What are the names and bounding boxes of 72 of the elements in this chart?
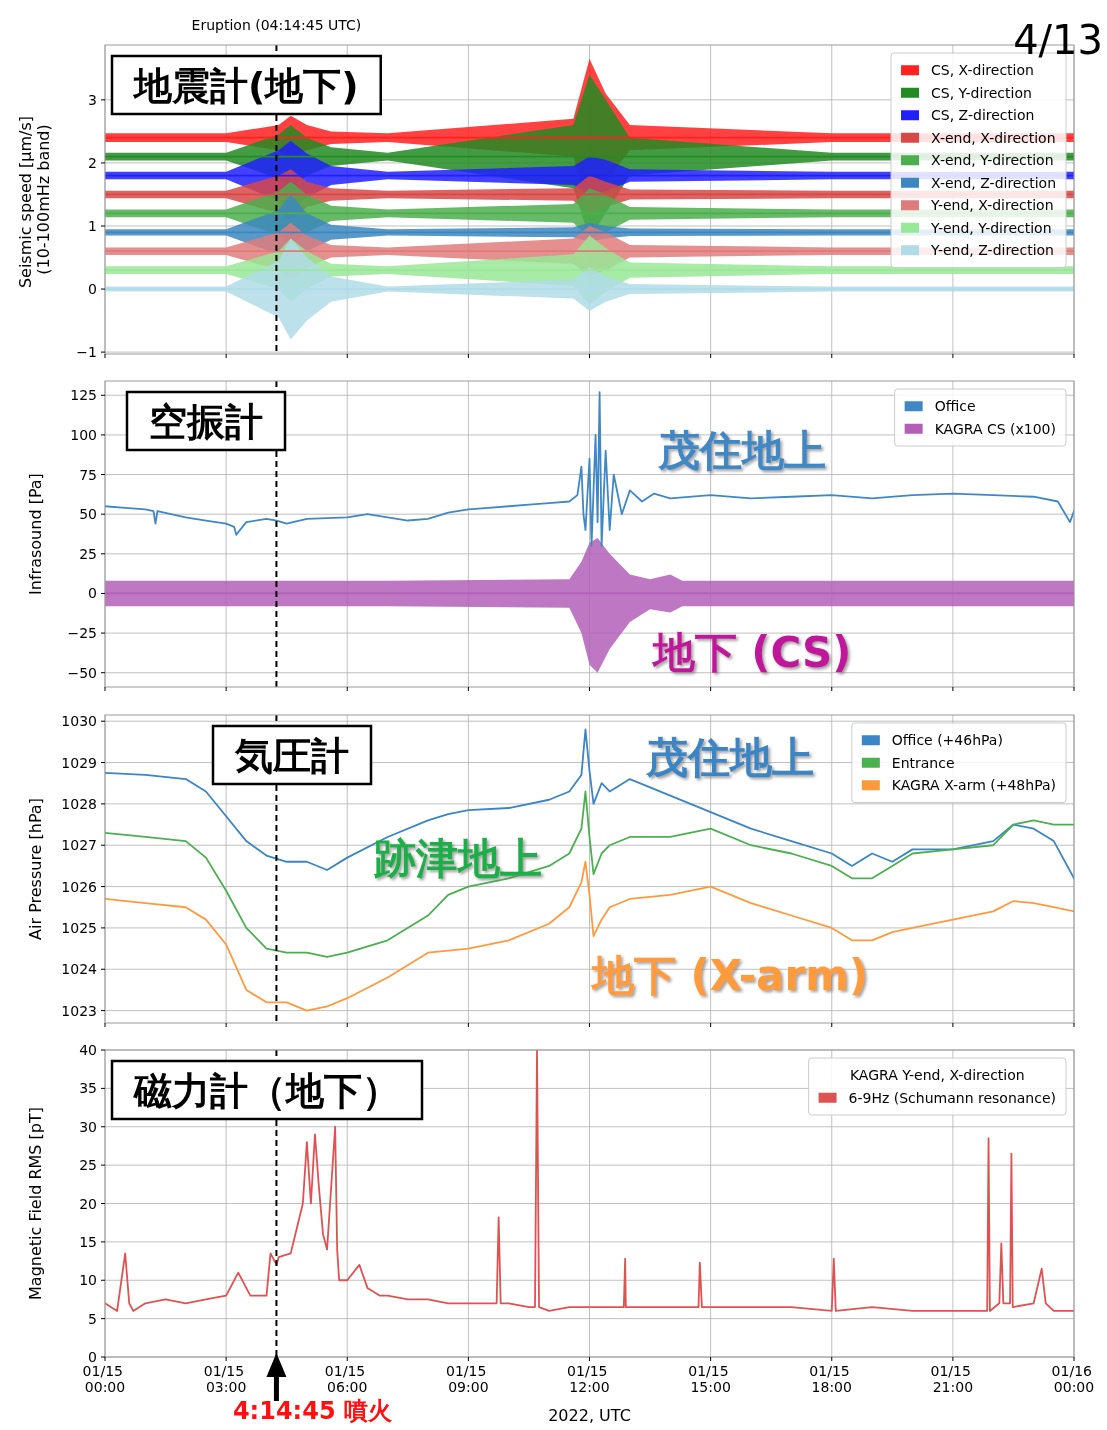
legend-label: Office (934, 398, 976, 415)
legend-label: Office (+46hPa) (891, 732, 1003, 749)
y-tick-label: −50 (67, 664, 97, 681)
legend-label: Y-end, X-direction (930, 197, 1054, 214)
x-tick-label: 01/15 21:00 (930, 1363, 976, 1396)
y-tick-label: 125 (70, 387, 97, 404)
y-tick-label: 0 (88, 281, 97, 298)
y-tick-label: 0 (88, 585, 97, 602)
legend-label: KAGRA X-arm (+48hPa) (891, 777, 1056, 794)
annotation: 地下 (CS) (650, 628, 852, 678)
y-tick-label: 0 (88, 1349, 97, 1365)
legend-label: Entrance (891, 754, 955, 771)
x-tick-label: 01/15 03:00 (203, 1363, 249, 1396)
annotation: 茂住地上 (645, 733, 814, 783)
legend-label: X-end, X-direction (931, 129, 1056, 146)
y-tick-label: 25 (79, 1157, 97, 1174)
x-tick-label: 01/15 00:00 (82, 1363, 128, 1396)
y-tick-label: 1 (88, 217, 97, 234)
y-tick-label: 10 (79, 1272, 97, 1289)
ref-line-label: Eruption (04:14:45 UTC) (191, 17, 362, 33)
text: 空振計 (149, 400, 263, 444)
y-tick-label: 25 (79, 545, 97, 562)
annotation: 茂住地上 (657, 426, 826, 476)
y-tick-label: 2 (88, 154, 97, 171)
y-tick-label: 40 (79, 1042, 97, 1058)
y-tick-label: 1030 (61, 713, 97, 730)
annotation: 4/13 (1013, 17, 1103, 64)
y-tick-label: 5 (88, 1310, 97, 1327)
x-tick-label: 01/15 15:00 (688, 1363, 734, 1396)
y-axis-title: Air Pressure [hPa] (26, 798, 45, 940)
x-tick-label: 01/15 18:00 (809, 1363, 855, 1396)
y-tick-label: 1025 (61, 919, 97, 936)
y-axis-title: Magnetic Field RMS [pT] (26, 1107, 45, 1300)
legend-label: CS, Z-direction (931, 107, 1035, 124)
legend-label: KAGRA CS (x100) (934, 420, 1056, 437)
legend-label: X-end, Z-direction (931, 174, 1056, 191)
x-axis-title: 2022, UTC (548, 1406, 631, 1425)
y-axis-title: Infrasound [Pa] (26, 473, 45, 595)
y-axis-title: Seismic speed [μm/s] (10-100mHz band) (16, 110, 54, 289)
y-tick-label: 35 (79, 1080, 97, 1097)
y-tick-label: 1027 (61, 837, 97, 854)
legend-label: Y-end, Z-direction (930, 242, 1054, 259)
x-tick-label: 01/15 06:00 (324, 1363, 370, 1396)
y-tick-label: 100 (70, 426, 97, 443)
y-tick-label: 1024 (61, 961, 98, 978)
x-tick-label: 01/15 09:00 (445, 1363, 491, 1396)
x-tick-label: 01/16 00:00 (1051, 1363, 1097, 1396)
legend-label: X-end, Y-direction (931, 152, 1054, 169)
text: 気圧計 (234, 734, 349, 778)
legend-label: Y-end, Y-direction (930, 219, 1052, 236)
annotation: 4:14:45 噴火 (232, 1397, 393, 1425)
y-tick-label: 15 (79, 1233, 97, 1250)
annotation: 地下 (X-arm) (589, 951, 869, 1001)
x-tick-label: 01/15 12:00 (567, 1363, 612, 1396)
legend-label: CS, X-direction (931, 62, 1034, 79)
y-tick-label: 1029 (61, 754, 97, 771)
y-tick-label: 1026 (61, 878, 98, 895)
y-tick-label: 1028 (61, 795, 97, 812)
text: 地震計(地下) (132, 64, 359, 108)
text: 磁力計（地下） (132, 1069, 400, 1113)
y-tick-label: 1023 (61, 1002, 97, 1019)
y-tick-label: −25 (67, 625, 97, 642)
y-tick-label: 75 (79, 466, 97, 483)
y-tick-label: 30 (79, 1118, 97, 1135)
y-tick-label: 20 (79, 1195, 97, 1212)
y-tick-label: 50 (79, 506, 97, 523)
y-tick-label: 3 (88, 91, 97, 108)
annotation: 跡津地上 (373, 834, 542, 884)
legend-label: CS, Y-direction (931, 84, 1032, 101)
legend-title: KAGRA Y-end, X-direction (849, 1067, 1025, 1084)
legend-label: 6-9Hz (Schumann resonance) (848, 1089, 1056, 1106)
y-tick-label: −1 (76, 344, 97, 361)
